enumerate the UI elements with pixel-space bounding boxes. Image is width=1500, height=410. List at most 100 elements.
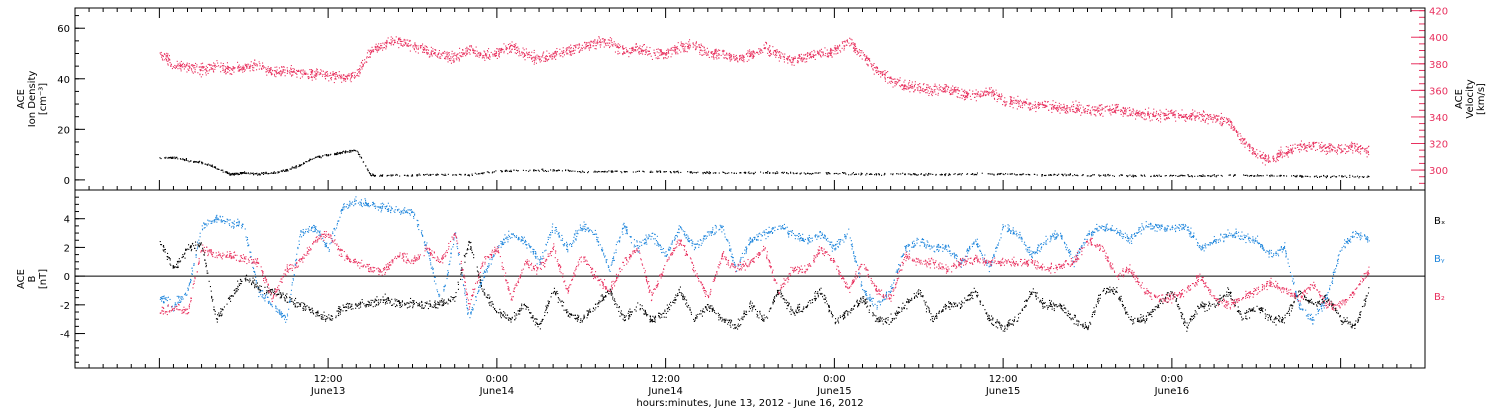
velocity-point <box>568 46 570 48</box>
density-point <box>355 150 357 152</box>
velocity-point <box>926 92 928 94</box>
velocity-point <box>1191 113 1193 115</box>
density-point <box>357 151 359 153</box>
velocity-point <box>891 80 893 82</box>
velocity-point <box>446 53 448 55</box>
velocity-point <box>805 53 807 55</box>
velocity-point <box>421 45 423 47</box>
velocity-point <box>212 68 214 70</box>
velocity-point <box>487 51 489 53</box>
velocity-point <box>975 89 977 91</box>
velocity-point <box>284 69 286 71</box>
velocity-point <box>574 45 576 47</box>
velocity-point <box>1306 150 1308 152</box>
velocity-point <box>846 40 848 42</box>
velocity-point <box>1010 100 1012 102</box>
velocity-point <box>253 63 255 65</box>
velocity-point <box>1260 156 1262 158</box>
velocity-point <box>748 53 750 55</box>
velocity-point <box>242 71 244 73</box>
density-point <box>875 173 877 175</box>
velocity-point <box>283 69 285 71</box>
density-point <box>843 172 845 174</box>
density-point <box>743 172 745 174</box>
velocity-point <box>1351 144 1353 146</box>
density-point <box>1127 176 1129 178</box>
velocity-point <box>252 67 254 69</box>
velocity-point <box>1365 152 1367 154</box>
density-point <box>542 169 544 171</box>
bx-point <box>170 264 172 266</box>
density-point <box>1234 174 1236 176</box>
velocity-point <box>205 69 207 71</box>
velocity-point <box>747 55 749 57</box>
velocity-point <box>1286 154 1288 156</box>
density-point <box>1134 175 1136 177</box>
velocity-point <box>198 66 200 68</box>
velocity-point <box>665 52 667 54</box>
velocity-point <box>1257 153 1259 155</box>
velocity-point <box>816 50 818 52</box>
velocity-point <box>762 51 764 53</box>
velocity-point <box>854 49 856 51</box>
velocity-point <box>684 47 686 49</box>
velocity-point <box>289 73 291 75</box>
velocity-point <box>662 52 664 54</box>
velocity-point <box>537 56 539 58</box>
velocity-point <box>445 52 447 54</box>
density-point <box>305 161 307 163</box>
density-point <box>1357 175 1359 177</box>
velocity-point <box>904 85 906 87</box>
velocity-point <box>617 45 619 47</box>
density-point <box>1213 174 1215 176</box>
velocity-point <box>964 92 966 94</box>
velocity-point <box>855 48 857 50</box>
velocity-point <box>1107 109 1109 111</box>
velocity-point <box>1075 112 1077 114</box>
velocity-point <box>814 58 816 60</box>
velocity-point <box>976 93 978 95</box>
velocity-point <box>1170 110 1172 112</box>
velocity-point <box>304 72 306 74</box>
velocity-point <box>554 55 556 57</box>
velocity-point <box>390 39 392 41</box>
density-point <box>810 173 812 175</box>
velocity-point <box>539 61 541 63</box>
velocity-point <box>754 53 756 55</box>
velocity-point <box>774 54 776 56</box>
density-point <box>287 170 289 172</box>
density-point <box>1029 174 1031 176</box>
velocity-point <box>566 52 568 54</box>
velocity-point <box>858 49 860 51</box>
velocity-point <box>666 53 668 55</box>
velocity-tick-label: 360 <box>1429 86 1448 97</box>
velocity-point <box>338 77 340 79</box>
velocity-point <box>904 79 906 81</box>
density-point <box>225 171 227 173</box>
density-point <box>1296 174 1298 176</box>
velocity-point <box>365 61 367 63</box>
velocity-point <box>849 37 851 39</box>
velocity-point <box>424 48 426 50</box>
density-point <box>274 172 276 174</box>
velocity-point <box>1192 109 1194 111</box>
velocity-point <box>403 43 405 45</box>
velocity-point <box>1073 106 1075 108</box>
velocity-point <box>695 46 697 48</box>
velocity-point <box>392 39 394 41</box>
density-point <box>468 175 470 177</box>
velocity-point <box>1011 103 1013 105</box>
velocity-point <box>1252 153 1254 155</box>
velocity-point <box>326 74 328 76</box>
velocity-point <box>1189 115 1191 117</box>
velocity-point <box>950 87 952 89</box>
velocity-point <box>1191 119 1193 121</box>
density-point <box>501 170 503 172</box>
velocity-point <box>588 45 590 47</box>
velocity-point <box>375 43 377 45</box>
density-point <box>988 173 990 175</box>
velocity-point <box>337 74 339 76</box>
velocity-point <box>1147 113 1149 115</box>
velocity-point <box>501 48 503 50</box>
velocity-point <box>820 56 822 58</box>
